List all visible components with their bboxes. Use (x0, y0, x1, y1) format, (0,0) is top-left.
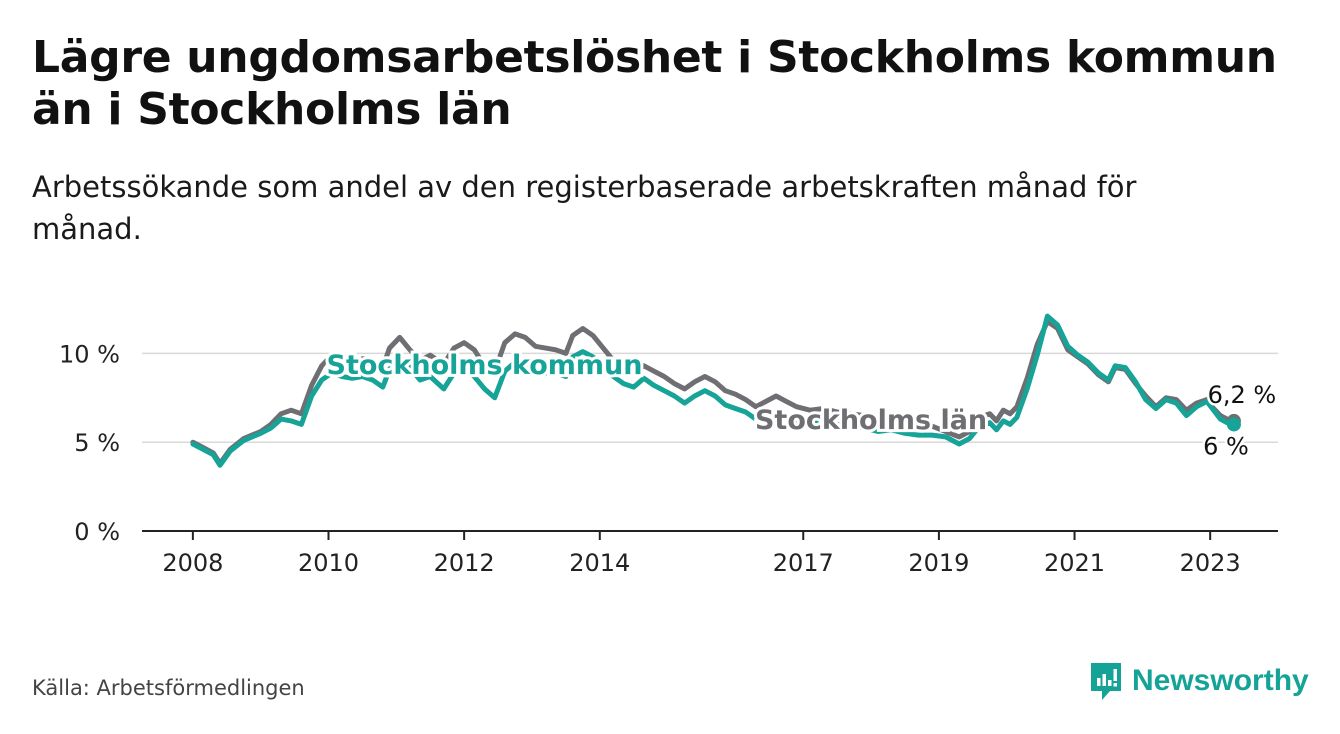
newsworthy-logo-icon (1091, 663, 1121, 700)
y-tick-label: 5 % (74, 429, 120, 457)
end-value-label: 6,2 % (1208, 381, 1277, 409)
y-tick-label: 0 % (74, 518, 120, 546)
end-point-stockholms-kommun (1226, 417, 1241, 432)
chart-title: Lägre ungdomsarbetslöshet i Stockholms k… (32, 32, 1277, 135)
series-lines (190, 313, 1241, 468)
series-line-stockholms-kommun (190, 313, 1237, 468)
brand-name: Newsworthy (1132, 664, 1309, 697)
x-tick-label: 2014 (569, 549, 630, 577)
x-tick-label: 2023 (1180, 549, 1241, 577)
axes: 0 % 5 % 10 % 2008 2010 2012 2014 2017 2019 2021 20… (59, 340, 1278, 577)
x-tick-label: 2021 (1044, 549, 1105, 577)
x-tick-label: 2019 (908, 549, 969, 577)
x-tick-label: 2010 (298, 549, 359, 577)
series-labels: 6,2 % 6 % Stockholms kommun Stockholms län (324, 347, 1279, 463)
x-tick-label: 2012 (434, 549, 495, 577)
chart-subtitle: Arbetssökande som andel av den registerb… (32, 170, 1137, 246)
series-name-label: Stockholms kommun (327, 350, 643, 381)
x-tick-label: 2017 (773, 549, 834, 577)
series-name-label: Stockholms län (755, 405, 987, 436)
end-value-label: 6 % (1203, 432, 1249, 460)
x-tick-label: 2008 (162, 549, 223, 577)
newsworthy-brand[interactable]: Newsworthy (1088, 660, 1309, 702)
y-tick-label: 10 % (59, 340, 120, 368)
source-note: Källa: Arbetsförmedlingen (32, 676, 305, 700)
